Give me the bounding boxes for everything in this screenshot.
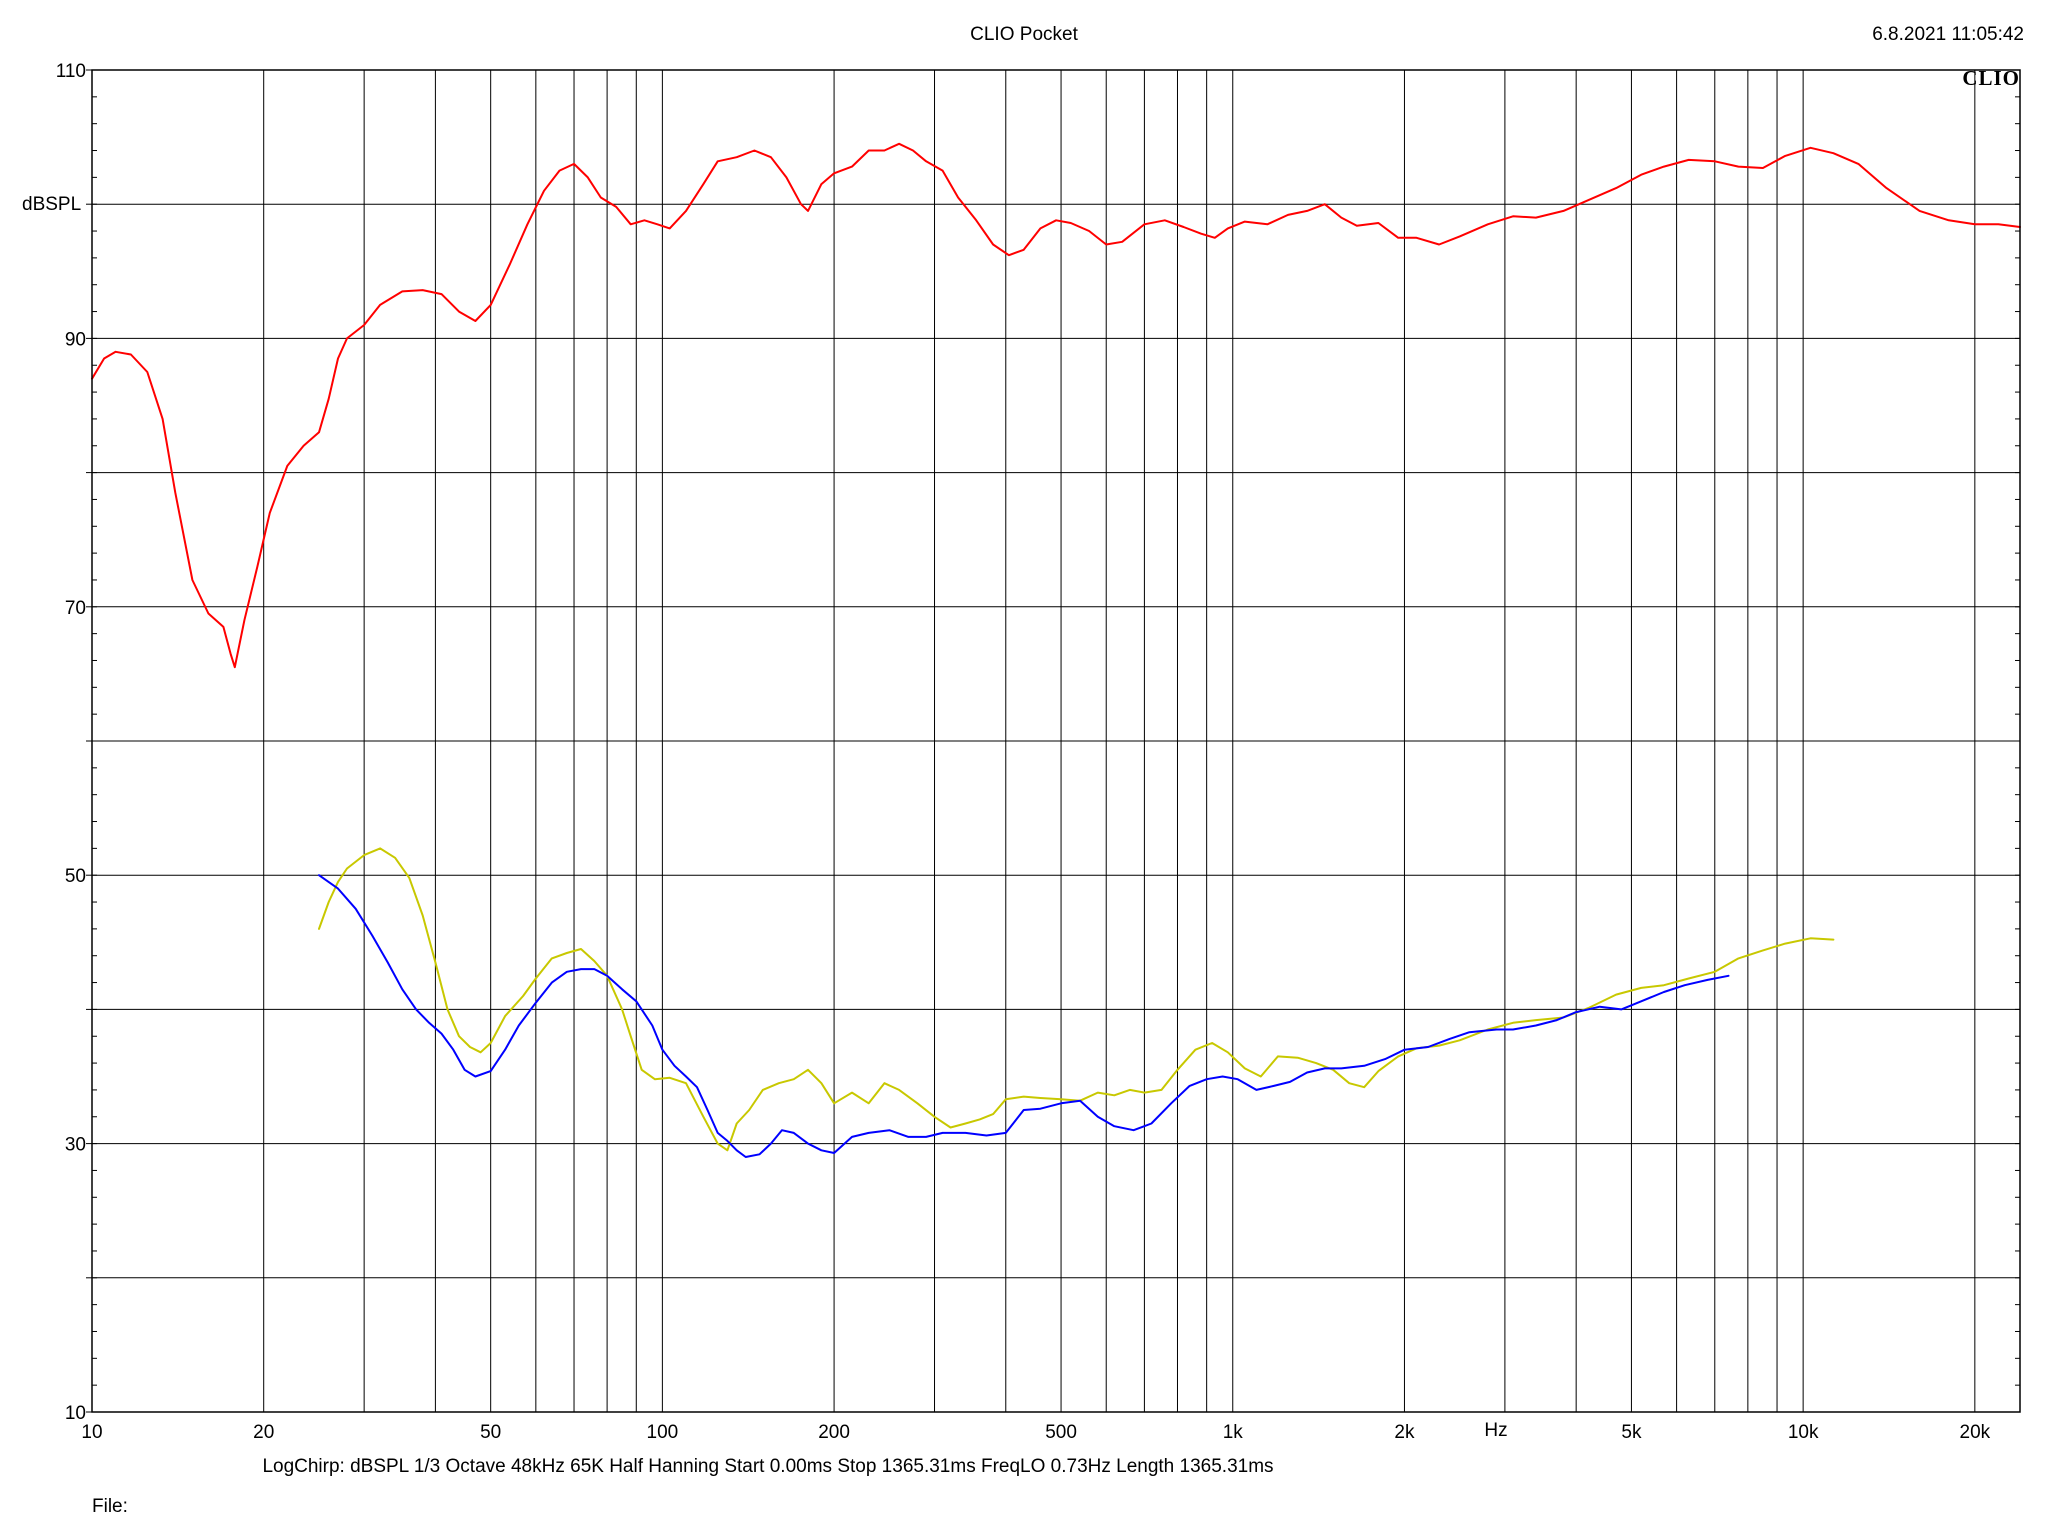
clio-logo: CLIO [1962, 66, 2020, 90]
x-tick-label: 20k [1960, 1422, 1991, 1443]
x-tick-label: 500 [1045, 1422, 1077, 1443]
x-tick-label: 2k [1394, 1422, 1415, 1443]
y-tick-label: 50 [65, 866, 86, 887]
x-tick-label: 20 [253, 1422, 274, 1443]
y-tick-labels: 10 30 50 70 90 110 [56, 61, 86, 1424]
series-lines [91, 142, 2021, 1158]
file-label: File: [92, 1496, 128, 1517]
y-tick-label: 10 [65, 1403, 86, 1424]
x-tick-labels: 10 20 50 100 200 500 1k 2k 5k 10k 20k [81, 1422, 1990, 1443]
series-line-1 [91, 142, 2021, 669]
y-tick-label: 70 [65, 598, 86, 619]
measurement-parameters: LogChirp: dBSPL 1/3 Octave 48kHz 65K Hal… [262, 1456, 1274, 1477]
plot-frame [91, 69, 2021, 1413]
x-tick-label: 100 [647, 1422, 679, 1443]
y-tick-label: 110 [56, 61, 86, 82]
y-tick-label: 30 [65, 1135, 86, 1156]
x-tick-label: 10 [81, 1422, 102, 1443]
y-axis-label: dBSPL [22, 194, 82, 215]
x-axis-label: Hz [1484, 1420, 1508, 1441]
x-tick-label: 10k [1788, 1422, 1819, 1443]
series-line-2 [318, 847, 1835, 1152]
x-tick-label: 5k [1621, 1422, 1642, 1443]
chart-title: CLIO Pocket [970, 24, 1078, 45]
y-tick-label: 90 [65, 329, 86, 350]
x-tick-label: 50 [480, 1422, 501, 1443]
timestamp: 6.8.2021 11:05:42 [1872, 24, 2024, 45]
grid [86, 69, 2020, 1413]
series-line-3 [318, 874, 1730, 1158]
x-tick-label: 1k [1223, 1422, 1244, 1443]
x-tick-label: 200 [818, 1422, 850, 1443]
